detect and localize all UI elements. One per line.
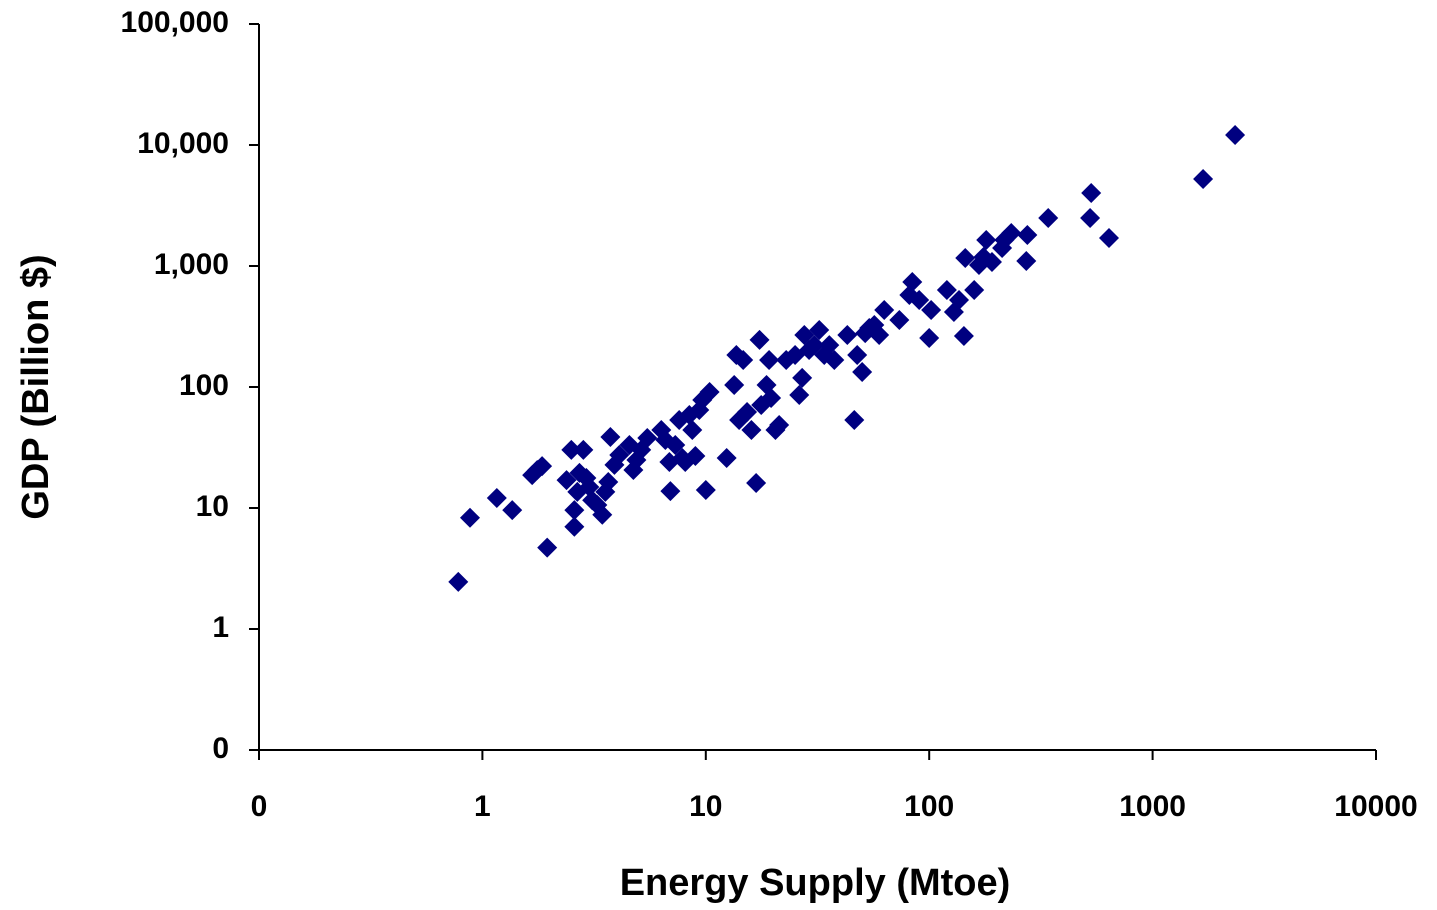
point <box>792 367 813 388</box>
x-tick-label: 1 <box>474 790 491 823</box>
y-tick-label: 100,000 <box>121 6 229 39</box>
point <box>579 477 600 498</box>
point <box>724 374 745 395</box>
point <box>761 388 782 409</box>
point <box>874 299 895 320</box>
point <box>665 434 686 455</box>
point <box>741 420 762 441</box>
point <box>502 500 523 521</box>
point <box>746 472 767 493</box>
point <box>637 427 658 448</box>
y-axis-title: GDP (Billion $) <box>15 254 57 519</box>
point <box>459 507 480 528</box>
point <box>869 324 890 345</box>
x-tick-label: 100 <box>904 790 954 823</box>
x-tick-label: 1000 <box>1119 790 1186 823</box>
point <box>564 500 585 521</box>
point <box>921 299 942 320</box>
point <box>448 571 469 592</box>
point <box>573 439 594 460</box>
point <box>789 384 810 405</box>
y-tick-label: 1,000 <box>154 248 229 281</box>
point <box>682 420 703 441</box>
point <box>609 445 630 466</box>
x-tick-label: 10000 <box>1334 790 1417 823</box>
point <box>486 487 507 508</box>
point <box>1080 207 1101 228</box>
point <box>592 504 613 525</box>
point <box>824 350 845 371</box>
y-tick-label: 100 <box>179 369 229 402</box>
point <box>759 350 780 371</box>
point <box>949 289 970 310</box>
point <box>847 344 868 365</box>
point <box>1038 207 1059 228</box>
point <box>809 319 830 340</box>
point <box>902 271 923 292</box>
point <box>737 402 758 423</box>
point <box>1081 182 1102 203</box>
y-tick-label: 1 <box>212 611 229 644</box>
y-tick-label: 10 <box>196 490 229 523</box>
point <box>837 324 858 345</box>
point <box>1001 222 1022 243</box>
point <box>600 427 621 448</box>
point <box>909 289 930 310</box>
point <box>1098 228 1119 249</box>
point <box>981 251 1002 272</box>
y-tick-label: 0 <box>212 732 229 765</box>
point <box>936 279 957 300</box>
point <box>1225 124 1246 145</box>
point <box>953 325 974 346</box>
point <box>919 328 940 349</box>
point <box>716 447 737 468</box>
x-axis-title: Energy Supply (Mtoe) <box>620 862 1011 904</box>
point <box>561 439 582 460</box>
point <box>955 248 976 269</box>
point <box>844 409 865 430</box>
point <box>976 230 997 251</box>
point <box>695 479 716 500</box>
point <box>564 516 585 537</box>
point <box>660 481 681 502</box>
point <box>1017 224 1038 245</box>
point <box>699 382 720 403</box>
point <box>749 329 770 350</box>
y-tick-label: 10,000 <box>137 127 229 160</box>
point <box>532 456 553 477</box>
point <box>1193 169 1214 190</box>
point <box>598 472 619 493</box>
point <box>852 362 873 383</box>
point <box>556 470 577 491</box>
x-tick-label: 10 <box>689 790 722 823</box>
point <box>537 537 558 558</box>
x-tick-label: 0 <box>251 790 268 823</box>
point <box>685 445 706 466</box>
point <box>1016 250 1037 271</box>
point <box>964 279 985 300</box>
point <box>889 309 910 330</box>
point <box>733 350 754 371</box>
point <box>769 415 790 436</box>
